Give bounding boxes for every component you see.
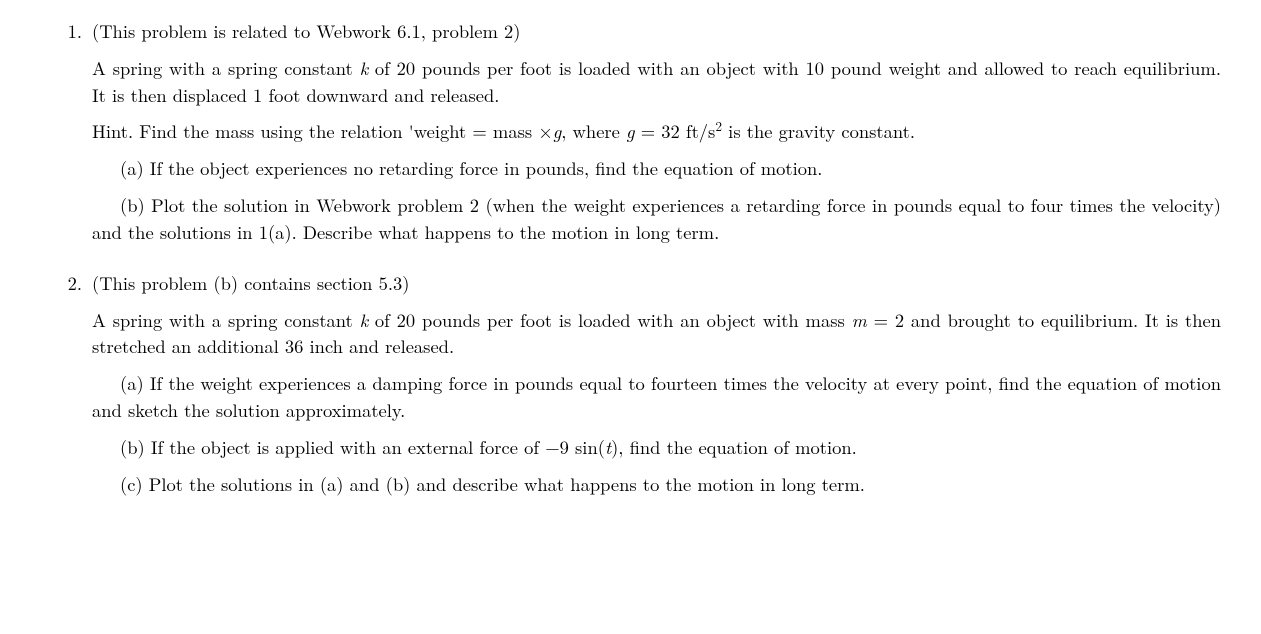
problem-1-intro: (This problem is related to Webwork 6.1,… xyxy=(92,18,1221,45)
problem-2-desc-mid: of 20 pounds per foot is loaded with an … xyxy=(368,307,852,333)
problem-2-desc-pre: A spring with a spring constant xyxy=(92,307,360,333)
problem-1-part-b: (b) Plot the solution in Webwork problem… xyxy=(92,192,1221,246)
problem-1: 1. (This problem is related to Webwork 6… xyxy=(40,18,1221,256)
problem-1-part-a: (a) If the object experiences no retardi… xyxy=(92,155,1221,182)
problem-1-hint: Hint. Find the mass using the relation '… xyxy=(92,118,1221,145)
part-b-pre: (b) If the object is applied with an ext… xyxy=(120,434,605,460)
problem-1-description: A spring with a spring constant k of 20 … xyxy=(92,55,1221,109)
variable-m: m xyxy=(852,307,867,333)
problem-2-part-a: (a) If the weight experiences a damping … xyxy=(92,370,1221,424)
variable-k-2: k xyxy=(360,307,369,333)
problem-2: 2. (This problem (b) contains section 5.… xyxy=(40,270,1221,508)
hint-post: is the gravity constant. xyxy=(722,118,915,144)
variable-g-2: g xyxy=(626,118,635,144)
hint-mid: , where xyxy=(561,118,626,144)
part-b-post: ), find the equation of motion. xyxy=(611,434,857,460)
hint-eq: = 32 ft/s xyxy=(635,118,716,144)
problem-1-number: 1. xyxy=(40,18,92,256)
problem-2-part-b: (b) If the object is applied with an ext… xyxy=(92,434,1221,461)
problem-2-body: (This problem (b) contains section 5.3) … xyxy=(92,270,1221,508)
problem-2-number: 2. xyxy=(40,270,92,508)
hint-pre: Hint. Find the mass using the relation '… xyxy=(92,118,553,144)
hint-superscript: 2 xyxy=(715,116,722,135)
variable-k: k xyxy=(360,55,369,81)
problem-2-intro: (This problem (b) contains section 5.3) xyxy=(92,270,1221,297)
problem-2-part-c: (c) Plot the solutions in (a) and (b) an… xyxy=(92,471,1221,498)
problem-1-body: (This problem is related to Webwork 6.1,… xyxy=(92,18,1221,256)
problem-2-description: A spring with a spring constant k of 20 … xyxy=(92,307,1221,361)
problem-1-desc-pre: A spring with a spring constant xyxy=(92,55,360,81)
variable-g: g xyxy=(553,118,562,144)
